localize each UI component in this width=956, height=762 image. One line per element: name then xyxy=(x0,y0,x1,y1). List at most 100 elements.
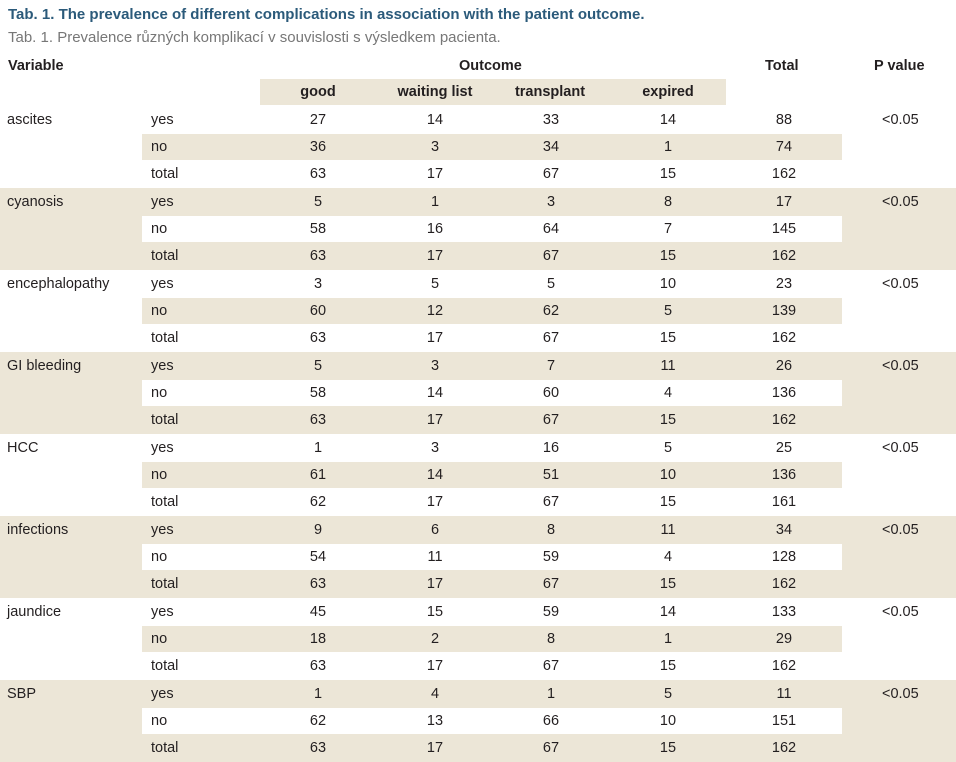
value-cell: 15 xyxy=(426,604,444,620)
total-cell: 17 xyxy=(775,194,793,210)
variable-group: infections <0.05 yes 9 6 8 11 34 no 54 11 59 4 128 tot… xyxy=(0,516,956,598)
value-cell: 59 xyxy=(542,549,560,565)
value-cell: 17 xyxy=(426,658,444,674)
value-cell: 15 xyxy=(659,412,677,428)
value-cell: 66 xyxy=(542,713,560,729)
header-variable: Variable xyxy=(8,58,64,74)
row-band xyxy=(142,626,842,652)
row-label: yes xyxy=(151,194,174,210)
p-value: <0.05 xyxy=(882,194,919,210)
value-cell: 1 xyxy=(663,139,673,155)
value-cell: 62 xyxy=(309,494,327,510)
table-row: yes 5 1 3 8 17 xyxy=(0,188,956,215)
table-row: total 63 17 67 15 162 xyxy=(0,570,956,597)
value-cell: 63 xyxy=(309,740,327,756)
value-cell: 63 xyxy=(309,166,327,182)
value-cell: 7 xyxy=(546,358,556,374)
value-cell: 3 xyxy=(546,194,556,210)
total-cell: 151 xyxy=(771,713,797,729)
value-cell: 58 xyxy=(309,385,327,401)
total-cell: 161 xyxy=(771,494,797,510)
value-cell: 54 xyxy=(309,549,327,565)
row-label: total xyxy=(151,658,179,674)
variable-group: SBP <0.05 yes 1 4 1 5 11 no 62 13 66 10 151 total 63 17 6… xyxy=(0,680,956,762)
p-value: <0.05 xyxy=(882,358,919,374)
value-cell: 4 xyxy=(663,549,673,565)
value-cell: 61 xyxy=(309,467,327,483)
p-value: <0.05 xyxy=(882,276,919,292)
row-band xyxy=(142,298,842,324)
value-cell: 67 xyxy=(542,576,560,592)
value-cell: 11 xyxy=(660,522,676,538)
total-cell: 23 xyxy=(775,276,793,292)
value-cell: 4 xyxy=(663,385,673,401)
total-cell: 136 xyxy=(771,467,797,483)
value-cell: 67 xyxy=(542,412,560,428)
total-cell: 162 xyxy=(771,740,797,756)
value-cell: 63 xyxy=(309,412,327,428)
row-label: total xyxy=(151,494,179,510)
value-cell: 3 xyxy=(430,440,440,456)
value-cell: 7 xyxy=(663,221,673,237)
value-cell: 62 xyxy=(542,303,560,319)
value-cell: 63 xyxy=(309,658,327,674)
value-cell: 14 xyxy=(659,112,677,128)
variable-name: SBP xyxy=(7,686,37,702)
table-row: total 63 17 67 15 162 xyxy=(0,652,956,679)
variable-group: cyanosis <0.05 yes 5 1 3 8 17 no 58 16 64 7 145 total 6… xyxy=(0,188,956,270)
row-label: yes xyxy=(151,112,174,128)
variable-group: jaundice <0.05 yes 45 15 59 14 133 no 18 2 8 1 29 tota… xyxy=(0,598,956,680)
table-body: ascites <0.05 yes 27 14 33 14 88 no 36 3 34 1 74 total… xyxy=(0,106,956,762)
header-transplant: transplant xyxy=(514,84,586,100)
variable-name: jaundice xyxy=(7,604,62,620)
variable-name: encephalopathy xyxy=(7,276,110,292)
row-label: yes xyxy=(151,440,174,456)
total-cell: 29 xyxy=(775,631,793,647)
value-cell: 15 xyxy=(659,166,677,182)
value-cell: 1 xyxy=(313,440,323,456)
value-cell: 67 xyxy=(542,330,560,346)
value-cell: 10 xyxy=(659,467,677,483)
total-cell: 128 xyxy=(771,549,797,565)
value-cell: 14 xyxy=(426,385,444,401)
total-cell: 162 xyxy=(771,248,797,264)
value-cell: 67 xyxy=(542,740,560,756)
value-cell: 15 xyxy=(659,740,677,756)
value-cell: 15 xyxy=(659,330,677,346)
row-label: no xyxy=(151,385,168,401)
value-cell: 34 xyxy=(542,139,560,155)
total-cell: 145 xyxy=(771,221,797,237)
value-cell: 9 xyxy=(313,522,323,538)
total-cell: 136 xyxy=(771,385,797,401)
table-row: total 63 17 67 15 162 xyxy=(0,406,956,433)
table-row: no 60 12 62 5 139 xyxy=(0,297,956,324)
header-p-value: P value xyxy=(874,58,925,74)
value-cell: 8 xyxy=(546,522,556,538)
p-value: <0.05 xyxy=(882,522,919,538)
value-cell: 10 xyxy=(659,276,677,292)
variable-name: HCC xyxy=(7,440,39,456)
p-value: <0.05 xyxy=(882,686,919,702)
row-band xyxy=(142,708,842,734)
total-cell: 139 xyxy=(771,303,797,319)
value-cell: 63 xyxy=(309,330,327,346)
value-cell: 3 xyxy=(430,358,440,374)
table-row: yes 27 14 33 14 88 xyxy=(0,106,956,133)
variable-name: GI bleeding xyxy=(7,358,82,374)
table-row: yes 1 3 16 5 25 xyxy=(0,434,956,461)
table-row: no 18 2 8 1 29 xyxy=(0,625,956,652)
table-row: yes 1 4 1 5 11 xyxy=(0,680,956,707)
header-total: Total xyxy=(765,58,799,74)
value-cell: 14 xyxy=(426,467,444,483)
value-cell: 51 xyxy=(542,467,560,483)
total-cell: 133 xyxy=(771,604,797,620)
value-cell: 58 xyxy=(309,221,327,237)
row-label: no xyxy=(151,467,168,483)
variable-group: ascites <0.05 yes 27 14 33 14 88 no 36 3 34 1 74 total… xyxy=(0,106,956,188)
p-value: <0.05 xyxy=(882,112,919,128)
total-cell: 25 xyxy=(775,440,793,456)
value-cell: 4 xyxy=(430,686,440,702)
table-row: yes 45 15 59 14 133 xyxy=(0,598,956,625)
row-label: total xyxy=(151,740,179,756)
total-cell: 34 xyxy=(775,522,793,538)
